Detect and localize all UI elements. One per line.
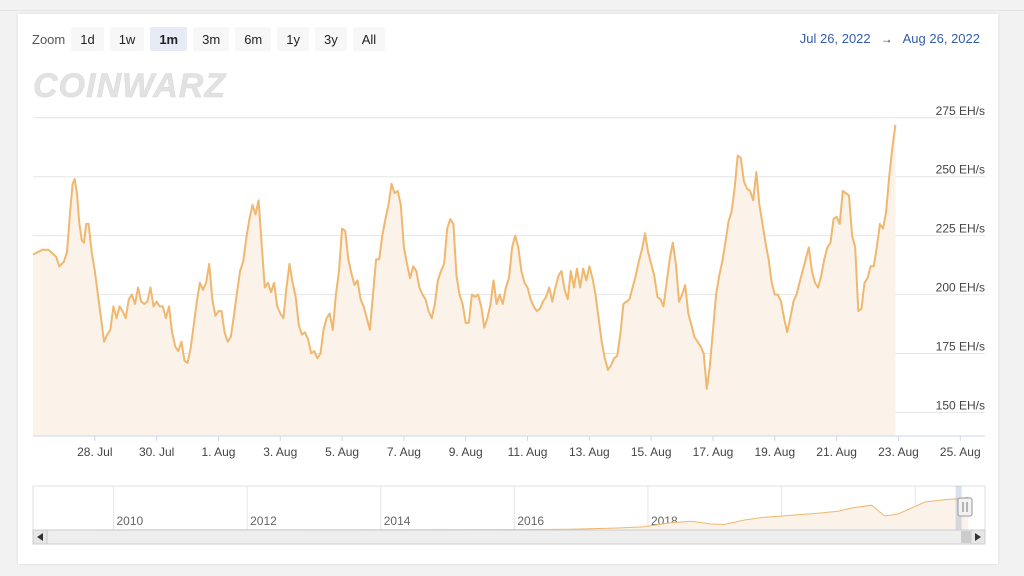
range-arrow: →: [880, 31, 893, 46]
x-tick-label: 19. Aug: [754, 445, 795, 459]
y-tick-label: 200 EH/s: [936, 281, 985, 295]
chevron-right-icon: [975, 533, 981, 541]
navigator-frame: [32, 485, 986, 531]
coinwarz-watermark: COINWARZ: [33, 67, 226, 105]
range-selector: Zoom 1d 1w 1m 3m 6m 1y 3y All: [32, 27, 391, 51]
chevron-left-icon: [37, 533, 43, 541]
range-to[interactable]: Aug 26, 2022: [902, 31, 980, 46]
y-tick-label: 175 EH/s: [936, 340, 985, 354]
zoom-1d-button[interactable]: 1d: [71, 27, 104, 51]
navigator-year-label: 2012: [250, 514, 277, 528]
x-tick-label: 23. Aug: [878, 445, 919, 459]
y-tick-label: 150 EH/s: [936, 398, 985, 412]
scrollbar-track[interactable]: [32, 529, 986, 545]
y-tick-label: 275 EH/s: [936, 104, 985, 118]
scrollbar-thumb[interactable]: [961, 531, 971, 543]
x-tick-label: 28. Jul: [77, 445, 112, 459]
navigator-year-label: 2014: [384, 514, 411, 528]
x-axis-ticks: 28. Jul 30. Jul 1. Aug 3. Aug 5. Aug 7. Aug 9.…: [77, 436, 981, 459]
navigator-year-label: 2016: [517, 514, 544, 528]
x-tick-label: 7. Aug: [387, 445, 421, 459]
y-tick-label: 225 EH/s: [936, 222, 985, 236]
x-tick-label: 21. Aug: [816, 445, 857, 459]
y-tick-label: 250 EH/s: [936, 163, 985, 177]
zoom-1y-button[interactable]: 1y: [277, 27, 309, 51]
x-tick-label: 5. Aug: [325, 445, 359, 459]
zoom-3y-button[interactable]: 3y: [314, 27, 347, 51]
zoom-all-button[interactable]: All: [352, 27, 386, 51]
range-from[interactable]: Jul 26, 2022: [799, 31, 871, 46]
hashrate-series-line: [32, 124, 897, 390]
zoom-6m-button[interactable]: 6m: [235, 27, 272, 51]
date-range-display: Jul 26, 2022 → Aug 26, 2022: [800, 31, 980, 46]
zoom-1w-button[interactable]: 1w: [109, 27, 145, 51]
x-tick-label: 17. Aug: [693, 445, 734, 459]
navigator-handle[interactable]: [957, 497, 973, 517]
navigator-year-label: 2010: [117, 514, 144, 528]
x-tick-label: 15. Aug: [631, 445, 672, 459]
x-tick-label: 13. Aug: [569, 445, 610, 459]
zoom-3m-button[interactable]: 3m: [193, 27, 230, 51]
x-tick-label: 25. Aug: [940, 445, 981, 459]
x-tick-label: 11. Aug: [508, 445, 548, 459]
scrollbar[interactable]: [32, 529, 986, 545]
zoom-1m-button[interactable]: 1m: [150, 27, 188, 51]
top-border: [0, 0, 1024, 11]
navigator[interactable]: 2010201220142016201820202022: [32, 485, 986, 531]
x-tick-label: 9. Aug: [449, 445, 483, 459]
navigator-line: [32, 496, 969, 531]
x-tick-label: 1. Aug: [201, 445, 235, 459]
zoom-label: Zoom: [32, 31, 66, 47]
x-tick-label: 30. Jul: [139, 445, 174, 459]
navigator-handle-box[interactable]: [957, 497, 973, 517]
y-axis-ticks: 150 EH/s 175 EH/s 200 EH/s 225 EH/s 250 EH/s…: [936, 104, 985, 413]
x-tick-label: 3. Aug: [263, 445, 297, 459]
hashrate-area-fill: [33, 124, 896, 437]
navigator-area: [33, 497, 969, 530]
